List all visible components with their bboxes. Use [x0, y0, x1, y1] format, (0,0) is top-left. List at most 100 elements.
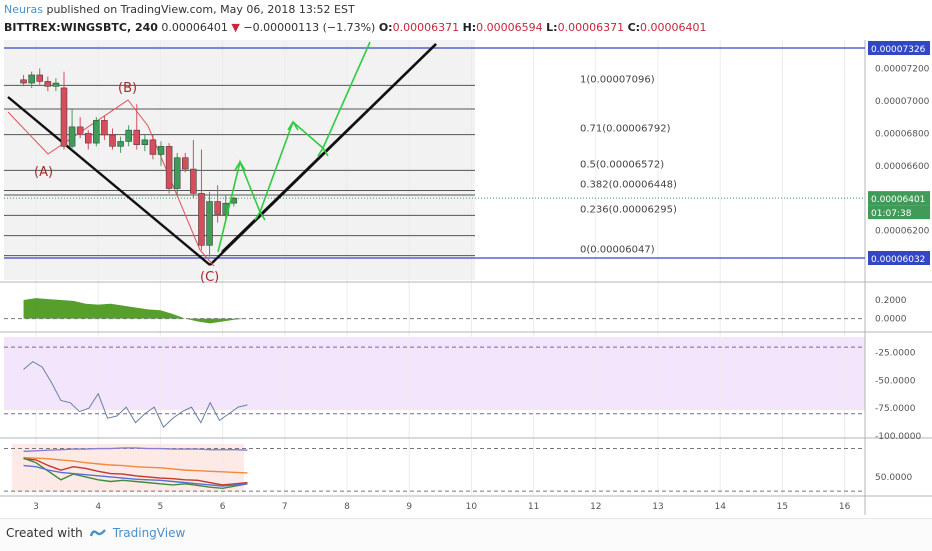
wave-label-b: (B) — [118, 81, 137, 96]
projection-arrow-icon — [234, 160, 246, 171]
candle-body — [60, 87, 68, 147]
candle-body — [44, 81, 52, 87]
high-value: 0.00006594 — [476, 21, 543, 34]
projection-arrow-icon — [317, 146, 329, 157]
price-tag-top-bg — [868, 41, 930, 55]
candle-body — [76, 126, 84, 134]
price-tick-label: 0.00006600 — [875, 162, 930, 172]
x-tick-label: 16 — [839, 502, 851, 512]
candle-body — [141, 139, 149, 145]
x-tick-label: 7 — [282, 502, 288, 512]
x-tick-label: 6 — [220, 502, 226, 512]
wave-label-a: (A) — [34, 165, 53, 180]
macd-histogram-area — [23, 298, 248, 324]
fib-level-label: 0.71(0.00006792) — [580, 124, 671, 135]
bands-tick-label: 50.0000 — [875, 473, 912, 483]
fib-level-label: 1(0.00007096) — [580, 74, 655, 85]
symbol-name: BITTREX:WINGSBTC, 240 — [4, 21, 158, 34]
price-tag-top: 0.00007326 — [871, 45, 926, 55]
candle-body — [101, 120, 108, 136]
macd-tick-label: 0.0000 — [875, 315, 907, 325]
x-tick-label: 13 — [652, 502, 663, 512]
bands-series-line — [23, 456, 248, 474]
bands-series-line — [23, 458, 248, 486]
bands-series-line — [23, 457, 248, 490]
fib-level-label: 0(0.00006047) — [580, 245, 655, 256]
publish-info: Neuras published on TradingView.com, May… — [4, 3, 355, 16]
x-tick-label: 11 — [528, 502, 539, 512]
price-tick-label: 0.00006200 — [875, 227, 930, 237]
candle-body — [20, 79, 27, 84]
macd-tick-label: 0.2000 — [875, 296, 907, 306]
price-tag-bottom: 0.00006032 — [871, 255, 925, 265]
x-tick-label: 14 — [714, 502, 726, 512]
footer-bar — [0, 518, 932, 551]
candle-body — [149, 139, 157, 155]
rsi-tick-label: -75.0000 — [875, 404, 916, 414]
close-label: C: — [627, 21, 641, 34]
rsi-band-bg — [4, 337, 865, 410]
candle-body — [36, 74, 43, 82]
wave-label-c: (C) — [200, 270, 219, 285]
high-label: H: — [462, 21, 477, 34]
candle-body — [133, 129, 141, 145]
author-link[interactable]: Neuras — [4, 3, 43, 16]
candle-body — [165, 146, 173, 189]
symbol-info: BITTREX:WINGSBTC, 240 0.00006401 ▼ −0.00… — [4, 21, 707, 34]
candle-body — [182, 157, 189, 170]
open-label: O: — [378, 21, 393, 34]
price-tick-label: 0.00007000 — [875, 97, 930, 107]
countdown-tag: 01:07:38 — [871, 209, 912, 219]
low-value: 0.00006371 — [557, 21, 625, 34]
created-with-text: Created with — [6, 526, 83, 540]
channel-line — [7, 96, 211, 266]
candle-body — [157, 146, 165, 155]
countdown-tag-bg — [868, 205, 930, 220]
last-price: 0.00006401 — [161, 21, 228, 34]
projection-path — [217, 41, 371, 253]
x-tick-label: 9 — [406, 502, 412, 512]
x-tick-label: 8 — [344, 502, 350, 512]
x-tick-label: 10 — [466, 502, 478, 512]
footer: Created with TradingView — [6, 526, 185, 540]
rsi-tick-label: -100.0000 — [875, 432, 921, 442]
projection-arrow-icon — [287, 120, 299, 131]
candle-body — [206, 201, 213, 246]
down-arrow-icon: ▼ — [231, 21, 240, 34]
candle-body — [125, 129, 132, 142]
x-tick-label: 4 — [95, 502, 101, 512]
price-tag-last: 0.00006401 — [871, 195, 925, 205]
x-tick-label: 3 — [33, 502, 39, 512]
candle-body — [68, 126, 76, 147]
candle-body — [198, 193, 205, 246]
fib-level-label: 0.382(0.00006448) — [580, 179, 677, 190]
candle-body — [190, 168, 197, 194]
published-text: published on TradingView.com, May 06, 20… — [46, 3, 355, 16]
candle-body — [93, 120, 100, 144]
tradingview-logo-icon — [89, 529, 106, 537]
low-label: L: — [546, 21, 558, 34]
candle-body — [173, 157, 181, 189]
x-tick-label: 15 — [777, 502, 788, 512]
rsi-line — [23, 360, 248, 428]
x-tick-label: 5 — [158, 502, 164, 512]
fib-level-label: 0.236(0.00006295) — [580, 204, 677, 215]
tradingview-link[interactable]: TradingView — [112, 526, 186, 540]
candle-body — [109, 134, 116, 147]
bands-series-line — [23, 447, 248, 453]
x-tick-label: 12 — [590, 502, 601, 512]
rsi-tick-label: -25.0000 — [875, 349, 916, 359]
open-value: 0.00006371 — [392, 21, 460, 34]
close-value: 0.00006401 — [640, 21, 707, 34]
candle-body — [28, 74, 35, 84]
candle-body — [52, 82, 60, 87]
price-change: −0.00000113 (−1.73%) — [243, 21, 376, 34]
candle-body — [117, 141, 124, 147]
price-tag-bottom-bg — [868, 251, 930, 265]
price-tick-label: 0.00006800 — [875, 129, 930, 139]
wave-path — [7, 99, 215, 267]
rsi-tick-label: -50.0000 — [875, 376, 916, 386]
channel-line — [221, 43, 437, 253]
bands-series-line — [23, 464, 248, 487]
